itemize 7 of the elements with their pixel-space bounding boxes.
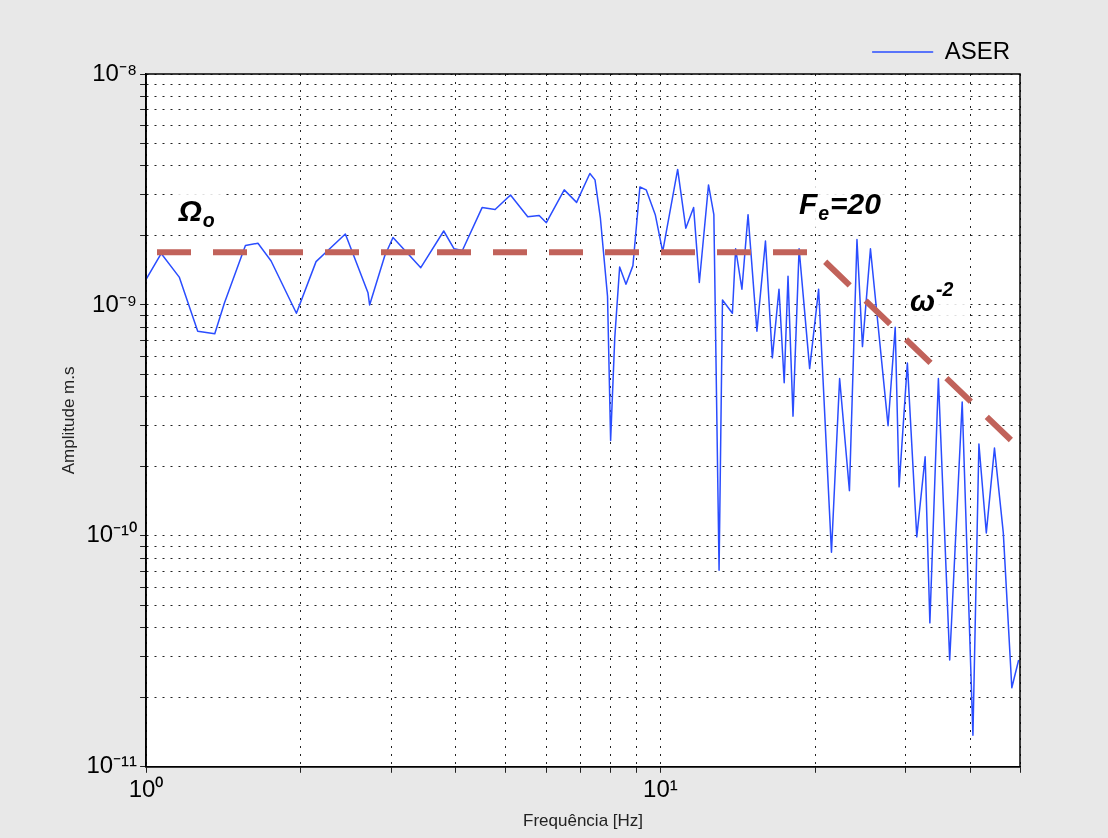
y-tick-label: 10⁻⁹ (92, 289, 138, 317)
x-axis-title: Frequência [Hz] (523, 811, 644, 831)
y-tick-label: 10⁻¹⁰ (86, 520, 138, 548)
y-tick-label: 10⁻⁸ (92, 58, 138, 86)
y-axis-title: Amplitude m.s (58, 366, 78, 475)
legend-label: ASER (944, 36, 1010, 64)
x-tick-label: 10¹ (643, 774, 678, 802)
